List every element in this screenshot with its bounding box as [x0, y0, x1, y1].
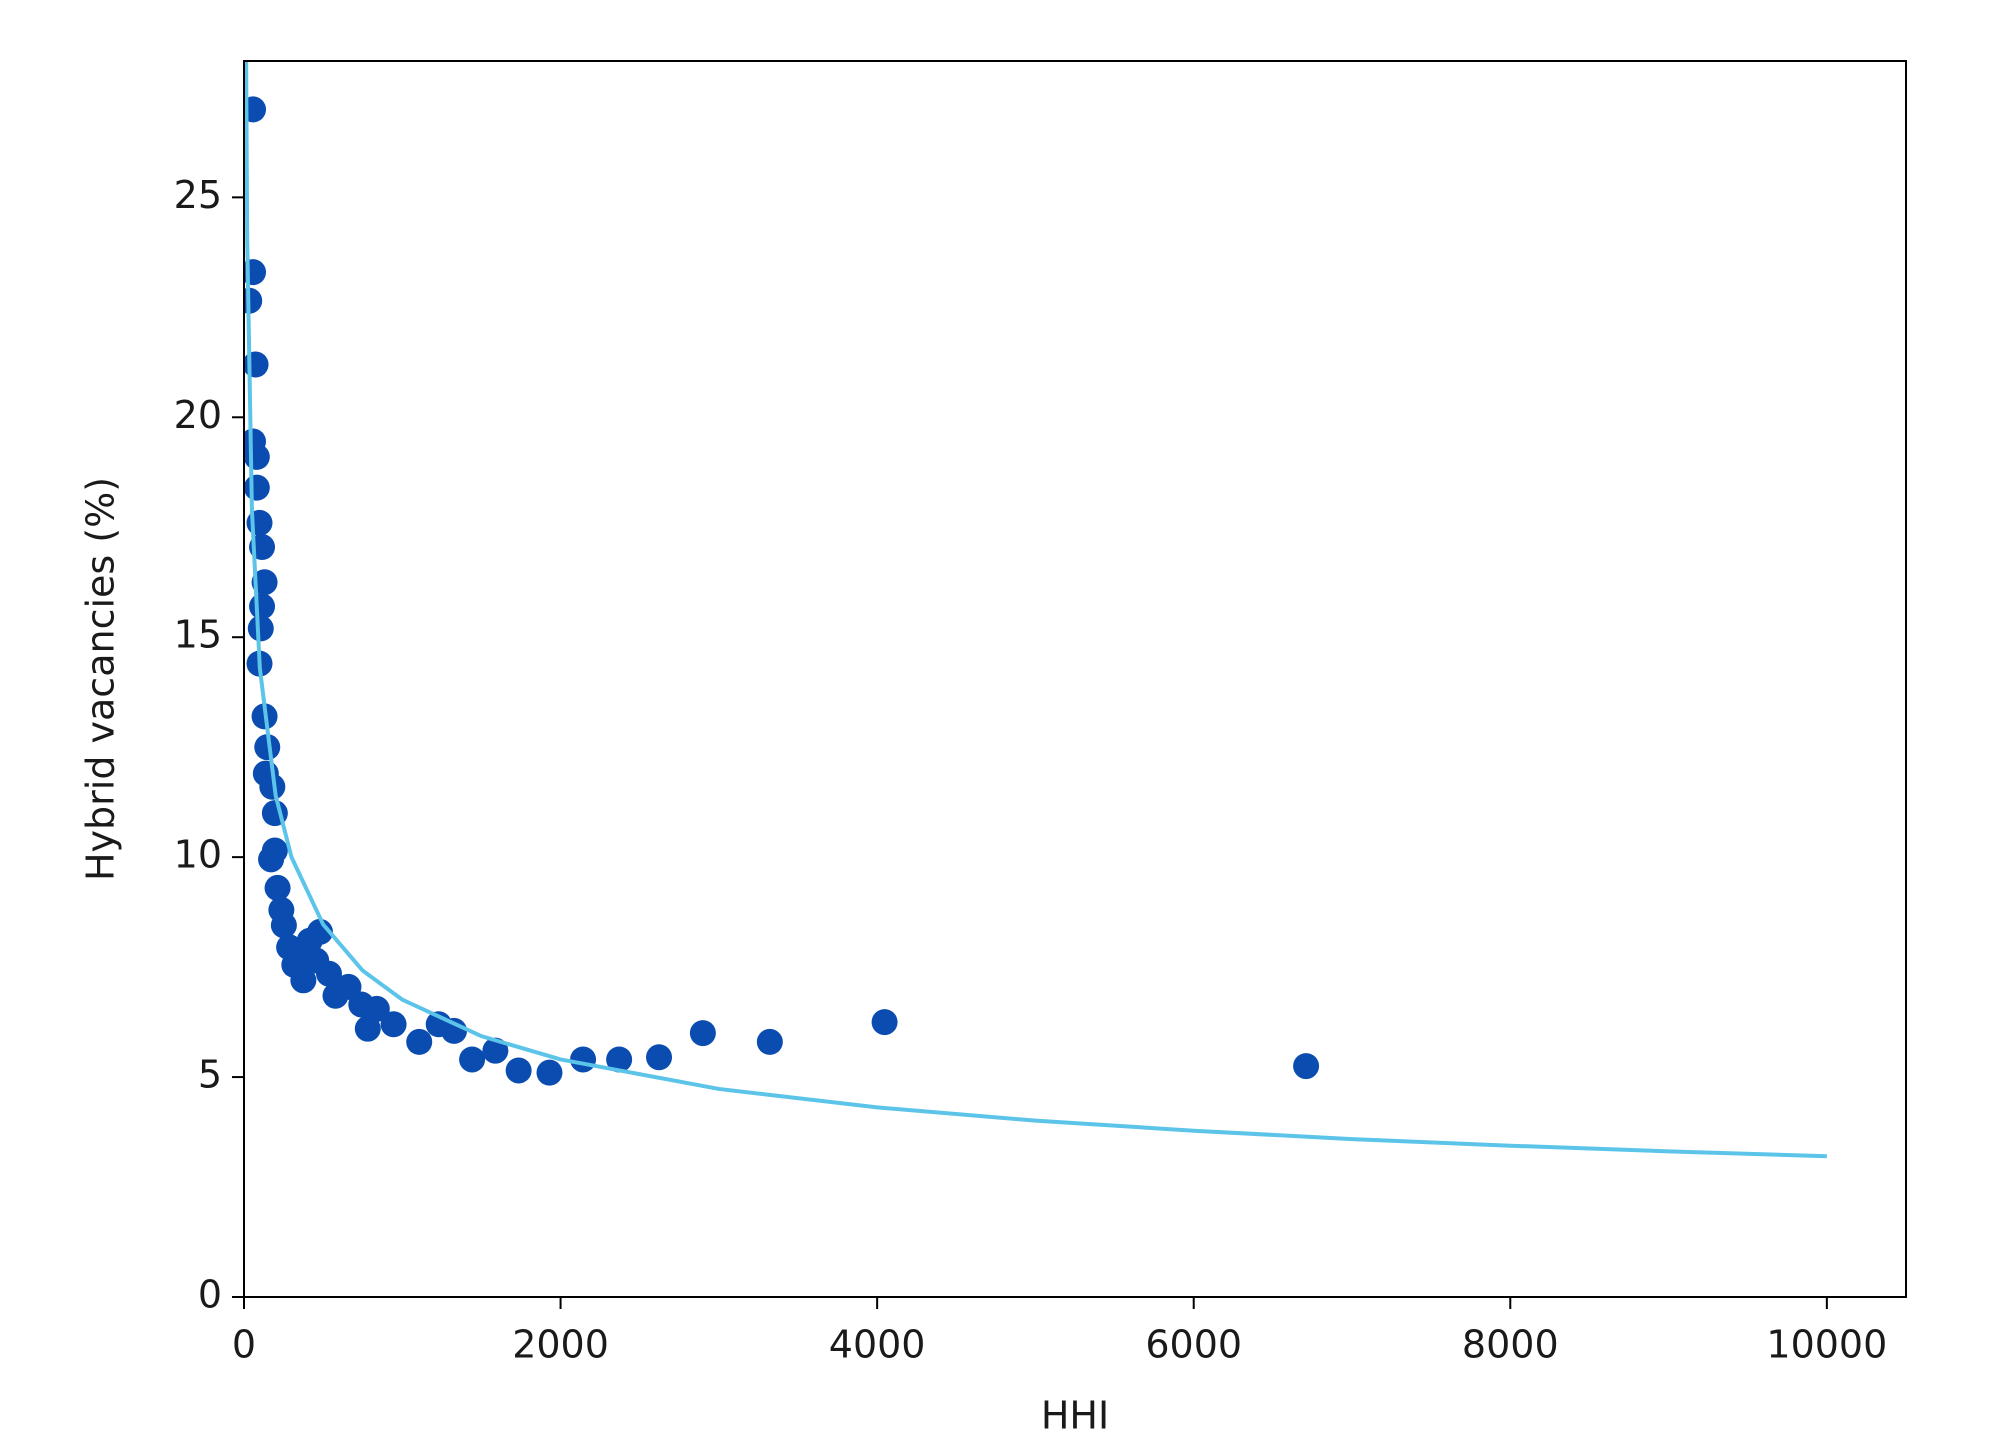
scatter-point — [505, 1057, 532, 1084]
scatter-point — [646, 1044, 673, 1071]
scatter-point — [283, 947, 310, 974]
scatter-point — [1293, 1053, 1320, 1080]
y-tick-label: 5 — [198, 1053, 222, 1097]
scatter-point — [354, 1015, 381, 1042]
scatter-point — [570, 1046, 597, 1073]
scatter-point — [244, 96, 267, 123]
scatter-point — [536, 1059, 563, 1086]
scatter-point — [244, 443, 270, 470]
scatter-point — [380, 1011, 407, 1038]
x-tick-label: 0 — [232, 1323, 256, 1367]
scatter-point — [251, 569, 278, 596]
x-tick-label: 8000 — [1462, 1323, 1559, 1367]
plot-area — [244, 61, 1827, 1159]
scatter-point — [290, 967, 317, 994]
scatter-point — [406, 1028, 433, 1055]
scatter-point — [247, 615, 274, 642]
scatter-point — [264, 874, 291, 901]
y-tick-label: 25 — [174, 173, 222, 217]
x-axis-label: HHI — [1041, 1394, 1109, 1438]
scatter-point — [689, 1020, 716, 1047]
y-tick-label: 15 — [174, 613, 222, 657]
scatter-point — [244, 474, 270, 501]
x-tick-label: 6000 — [1145, 1323, 1242, 1367]
fit-line — [244, 61, 1827, 1159]
scatter-point — [606, 1046, 633, 1073]
scatter-point — [363, 995, 390, 1022]
scatter-point — [315, 960, 342, 987]
scatter-point — [244, 351, 269, 378]
y-tick-label: 0 — [198, 1273, 222, 1317]
scatter-point — [871, 1009, 898, 1036]
x-tick-label: 2000 — [512, 1323, 609, 1367]
y-tick-label: 20 — [174, 393, 222, 437]
scatter-point — [270, 912, 297, 939]
scatter-point — [254, 734, 281, 761]
y-tick-label: 10 — [174, 833, 222, 877]
scatter-point — [259, 773, 286, 800]
x-tick-label: 4000 — [829, 1323, 926, 1367]
scatter-point — [756, 1028, 783, 1055]
scatter-point — [258, 846, 285, 873]
x-tick-label: 10000 — [1766, 1323, 1887, 1367]
scatter-point — [459, 1046, 486, 1073]
axes-frame — [243, 60, 1907, 1298]
y-axis-label: Hybrid vacancies (%) — [79, 477, 123, 881]
